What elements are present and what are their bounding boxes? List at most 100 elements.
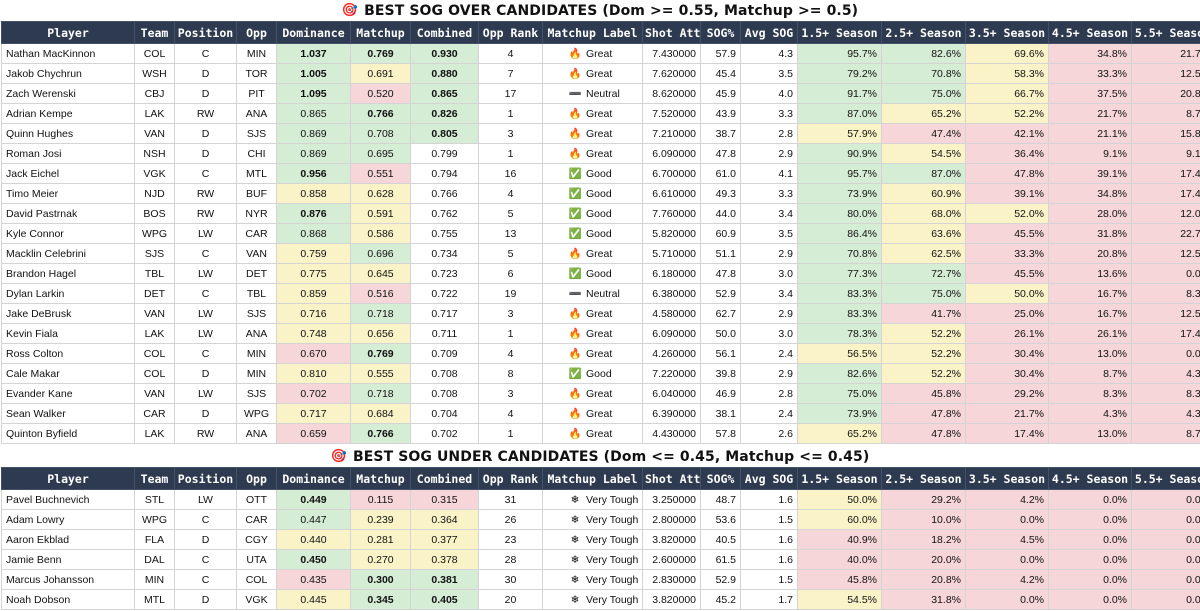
fire-icon: 🔥 [568, 48, 582, 60]
column-header-shot-att[interactable]: Shot Att [642, 467, 701, 490]
cell-dominance: 1.037 [276, 43, 351, 64]
cell-sog: 57.8 [700, 423, 741, 444]
column-header-team[interactable]: Team [134, 21, 175, 44]
cell-position: LW [174, 303, 237, 324]
column-header-combined[interactable]: Combined [410, 21, 479, 44]
column-header-5-5-season[interactable]: 5.5+ Season [1131, 467, 1200, 490]
cell-team: FLA [134, 529, 175, 550]
cell-sog: 45.2 [700, 589, 741, 610]
cell-sog: 48.7 [700, 489, 741, 510]
column-header-matchup-label[interactable]: Matchup Label [542, 21, 643, 44]
column-header-position[interactable]: Position [174, 21, 237, 44]
over-title-text: BEST SOG OVER CANDIDATES (Dom >= 0.55, M… [364, 2, 859, 19]
cell-opp: WPG [236, 403, 277, 424]
cell-matchup-label: ✅ Good [542, 183, 643, 204]
column-header-opp[interactable]: Opp [236, 467, 277, 490]
cell-opp-rank: 3 [478, 123, 543, 144]
column-header-1-5-season[interactable]: 1.5+ Season [797, 467, 882, 490]
column-header-opp-rank[interactable]: Opp Rank [478, 21, 543, 44]
cell-team: LAK [134, 103, 175, 124]
column-header-4-5-season[interactable]: 4.5+ Season [1048, 467, 1132, 490]
cell-3-5-season: 29.2% [965, 383, 1049, 404]
column-header-position[interactable]: Position [174, 467, 237, 490]
cell-player: Aaron Ekblad [1, 529, 135, 550]
cell-opp-rank: 19 [478, 283, 543, 304]
column-header-combined[interactable]: Combined [410, 467, 479, 490]
cell-1-5-season: 75.0% [797, 383, 882, 404]
cell-2-5-season: 45.8% [881, 383, 966, 404]
cell-sog: 45.4 [700, 63, 741, 84]
column-header-avg-sog[interactable]: Avg SOG [740, 467, 798, 490]
cell-avg-sog: 2.4 [740, 343, 798, 364]
cell-2-5-season: 41.7% [881, 303, 966, 324]
matchup-label-text: Great [586, 68, 613, 80]
cell-avg-sog: 2.8 [740, 123, 798, 144]
column-header-3-5-season[interactable]: 3.5+ Season [965, 467, 1049, 490]
cell-opp: ANA [236, 323, 277, 344]
cell-3-5-season: 42.1% [965, 123, 1049, 144]
cell-dominance: 0.869 [276, 143, 351, 164]
cell-1-5-season: 95.7% [797, 163, 882, 184]
column-header-matchup-label[interactable]: Matchup Label [542, 467, 643, 490]
cell-player: Roman Josi [1, 143, 135, 164]
cell-position: D [174, 589, 237, 610]
column-header-sog[interactable]: SOG% [700, 21, 741, 44]
cell-3-5-season: 33.3% [965, 243, 1049, 264]
cell-3-5-season: 47.8% [965, 163, 1049, 184]
column-header-avg-sog[interactable]: Avg SOG [740, 21, 798, 44]
column-header-matchup[interactable]: Matchup [350, 467, 411, 490]
over-header-row: Player Team Position Opp Dominance Matchup Com… [1, 21, 1200, 44]
cell-5-5-season: 8.7% [1131, 103, 1200, 124]
cell-team: DAL [134, 549, 175, 570]
fire-icon: 🔥 [568, 428, 582, 440]
matchup-label-text: Great [586, 428, 613, 440]
column-header-3-5-season[interactable]: 3.5+ Season [965, 21, 1049, 44]
cell-4-5-season: 0.0% [1048, 549, 1132, 570]
cell-avg-sog: 3.4 [740, 283, 798, 304]
column-header-dominance[interactable]: Dominance [276, 21, 351, 44]
cell-4-5-season: 21.1% [1048, 123, 1132, 144]
cell-player: Kevin Fiala [1, 323, 135, 344]
cell-position: C [174, 283, 237, 304]
cell-team: NSH [134, 143, 175, 164]
column-header-opp[interactable]: Opp [236, 21, 277, 44]
column-header-dominance[interactable]: Dominance [276, 467, 351, 490]
cell-1-5-season: 80.0% [797, 203, 882, 224]
cell-combined: 0.708 [410, 363, 479, 384]
cell-5-5-season: 12.5% [1131, 303, 1200, 324]
table-row: Aaron Ekblad FLA D CGY 0.440 0.281 0.377 23 ❄ Ver… [1, 529, 1200, 550]
cell-sog: 47.8 [700, 143, 741, 164]
cell-dominance: 0.659 [276, 423, 351, 444]
column-header-2-5-season[interactable]: 2.5+ Season [881, 21, 966, 44]
column-header-matchup[interactable]: Matchup [350, 21, 411, 44]
column-header-1-5-season[interactable]: 1.5+ Season [797, 21, 882, 44]
column-header-sog[interactable]: SOG% [700, 467, 741, 490]
cell-dominance: 0.445 [276, 589, 351, 610]
cell-2-5-season: 29.2% [881, 489, 966, 510]
column-header-5-5-season[interactable]: 5.5+ Season [1131, 21, 1200, 44]
cell-matchup: 0.520 [350, 83, 411, 104]
cell-avg-sog: 3.0 [740, 323, 798, 344]
cell-opp: TOR [236, 63, 277, 84]
cell-dominance: 0.717 [276, 403, 351, 424]
table-row: Brandon Hagel TBL LW DET 0.775 0.645 0.723 6 ✅ Go… [1, 263, 1200, 284]
cell-4-5-season: 13.0% [1048, 343, 1132, 364]
under-section-title: 🎯 BEST SOG UNDER CANDIDATES (Dom <= 0.45… [0, 446, 1200, 467]
cell-position: C [174, 509, 237, 530]
cell-matchup-label: ✅ Good [542, 363, 643, 384]
column-header-player[interactable]: Player [1, 467, 135, 490]
cell-4-5-season: 0.0% [1048, 529, 1132, 550]
column-header-player[interactable]: Player [1, 21, 135, 44]
column-header-team[interactable]: Team [134, 467, 175, 490]
cell-matchup: 0.708 [350, 123, 411, 144]
column-header-opp-rank[interactable]: Opp Rank [478, 467, 543, 490]
cell-sog: 60.9 [700, 223, 741, 244]
column-header-4-5-season[interactable]: 4.5+ Season [1048, 21, 1132, 44]
cell-combined: 0.378 [410, 549, 479, 570]
column-header-shot-att[interactable]: Shot Att [642, 21, 701, 44]
cell-position: LW [174, 383, 237, 404]
column-header-2-5-season[interactable]: 2.5+ Season [881, 467, 966, 490]
cell-team: LAK [134, 423, 175, 444]
matchup-label-text: Neutral [586, 288, 620, 300]
cell-opp: CAR [236, 223, 277, 244]
